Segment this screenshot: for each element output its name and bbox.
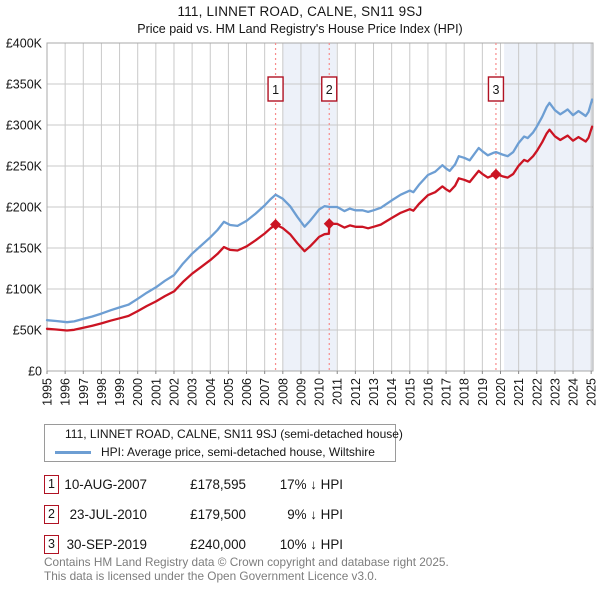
sale-row-2: 2 23-JUL-2010 £179,500 9% ↓ HPI xyxy=(44,504,343,524)
sale-3-price: £240,000 xyxy=(190,536,246,552)
sale-point-marker xyxy=(323,218,335,230)
y-axis-tick-label: £400K xyxy=(6,37,43,51)
hpi-line-swatch xyxy=(55,450,91,454)
chart-legend: 111, LINNET ROAD, CALNE, SN11 9SJ (semi-… xyxy=(44,424,403,462)
sale-1-vs-hpi: 17% ↓ HPI xyxy=(279,476,343,492)
sale-2-date: 23-JUL-2010 xyxy=(69,506,147,522)
x-axis-tick-label: 2008 xyxy=(276,378,290,406)
sale-3-date: 30-SEP-2019 xyxy=(66,536,147,552)
x-axis-tick-label: 2016 xyxy=(421,378,435,406)
sale-point-marker xyxy=(270,219,282,231)
sale-number-label: 2 xyxy=(326,83,333,97)
y-axis-tick-label: £100K xyxy=(6,283,43,297)
x-axis-tick-label: 2022 xyxy=(530,378,544,406)
x-axis-tick-label: 2002 xyxy=(167,378,181,406)
price-history-chart: £0 £50K £100K £150K £200K £250K £300K £350K £400… xyxy=(6,37,599,406)
y-axis-tick-label: £350K xyxy=(6,78,43,92)
sale-1-date: 10-AUG-2007 xyxy=(64,476,147,492)
x-axis-tick-label: 2004 xyxy=(204,378,218,406)
x-axis-tick-label: 2013 xyxy=(367,378,381,406)
sale-row-3: 3 30-SEP-2019 £240,000 10% ↓ HPI xyxy=(44,534,343,554)
x-axis-tick-label: 2025 xyxy=(585,378,599,406)
sale-point-marker xyxy=(490,168,502,180)
page-title: 111, LINNET ROAD, CALNE, SN11 9SJ xyxy=(177,4,423,19)
x-axis-tick-label: 1995 xyxy=(41,378,55,406)
sale-number-label: 1 xyxy=(272,83,279,97)
x-axis-tick-label: 2017 xyxy=(440,378,454,406)
x-axis-tick-label: 2021 xyxy=(512,378,526,406)
footer-line-2: This data is licensed under the Open Gov… xyxy=(44,568,378,583)
x-axis-tick-label: 2015 xyxy=(403,378,417,406)
sale-1-price: £178,595 xyxy=(190,476,246,492)
x-axis-tick-label: 2014 xyxy=(385,378,399,406)
hpi-line xyxy=(45,98,594,324)
price-paid-line xyxy=(45,125,594,332)
y-axis-tick-label: £50K xyxy=(13,324,43,338)
sale-3-badge: 3 xyxy=(44,534,59,554)
x-axis-tick-label: 2007 xyxy=(258,378,272,406)
license-footer: Contains HM Land Registry data © Crown c… xyxy=(44,555,584,583)
y-axis-tick-label: £150K xyxy=(6,242,43,256)
sale-number-box xyxy=(321,76,338,102)
y-axis-tick-label: £250K xyxy=(6,160,43,174)
plot-border xyxy=(46,42,594,372)
sale-number-box xyxy=(267,76,284,102)
footer-line-1: Contains HM Land Registry data © Crown c… xyxy=(44,555,449,569)
sale-1-badge: 1 xyxy=(44,474,59,494)
x-axis-tick-label: 2023 xyxy=(548,378,562,406)
sale-2-price: £179,500 xyxy=(190,506,246,522)
x-axis-tick-label: 2011 xyxy=(331,378,345,405)
x-axis-tick-label: 2005 xyxy=(222,378,236,406)
x-axis-tick-label: 1998 xyxy=(95,378,109,406)
x-axis-tick-label: 1996 xyxy=(59,378,73,406)
sale-2-badge: 2 xyxy=(44,504,59,524)
sale-number-label: 3 xyxy=(492,83,499,97)
x-axis-tick-label: 2000 xyxy=(131,378,145,406)
legend-item-price-paid: 111, LINNET ROAD, CALNE, SN11 9SJ (semi-… xyxy=(55,427,403,442)
x-axis-tick-label: 2003 xyxy=(186,378,200,406)
x-axis-tick-label: 2020 xyxy=(494,378,508,406)
y-axis-tick-label: £0 xyxy=(28,365,42,379)
x-axis-tick-label: 2009 xyxy=(294,378,308,406)
x-axis-tick-label: 2001 xyxy=(149,378,163,406)
x-axis-tick-label: 2010 xyxy=(313,378,327,406)
sale-row-1: 1 10-AUG-2007 £178,595 17% ↓ HPI xyxy=(44,474,343,494)
x-axis-tick-label: 2019 xyxy=(476,378,490,406)
legend-label-price-paid: 111, LINNET ROAD, CALNE, SN11 9SJ (semi-… xyxy=(65,427,403,441)
x-axis-tick-label: 1999 xyxy=(113,378,127,406)
x-axis-tick-label: 2012 xyxy=(349,378,363,406)
legend-label-hpi: HPI: Average price, semi-detached house,… xyxy=(101,445,375,459)
x-axis-tick-label: 2006 xyxy=(240,378,254,406)
x-axis-tick-label: 2024 xyxy=(567,378,581,406)
page-subtitle: Price paid vs. HM Land Registry's House … xyxy=(137,22,463,36)
sale-number-box xyxy=(487,76,505,102)
y-axis-tick-label: £300K xyxy=(6,119,43,133)
y-axis-tick-label: £200K xyxy=(6,201,43,215)
x-axis-tick-label: 2018 xyxy=(458,378,472,406)
x-axis-tick-label: 1997 xyxy=(77,378,91,406)
sale-3-vs-hpi: 10% ↓ HPI xyxy=(279,536,343,552)
sale-2-vs-hpi: 9% ↓ HPI xyxy=(287,506,343,522)
legend-item-hpi: HPI: Average price, semi-detached house,… xyxy=(55,445,395,460)
